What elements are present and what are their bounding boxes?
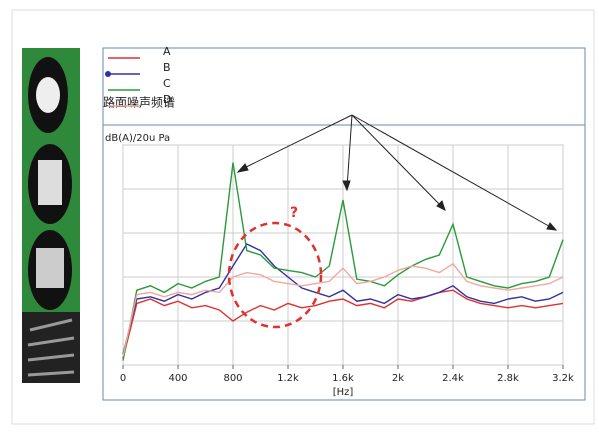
- plot: [122, 144, 564, 369]
- x-tick-label: 1.2k: [277, 373, 299, 384]
- highlight-circle: [227, 221, 323, 329]
- x-tick-label: 2.4k: [442, 373, 464, 384]
- series-line: [122, 243, 564, 355]
- legend-label: D: [163, 93, 171, 106]
- chart-frame: [102, 47, 586, 401]
- annotation: ?: [290, 205, 298, 221]
- legend-label: A: [163, 45, 171, 58]
- x-tick-label: 3.2k: [552, 373, 574, 384]
- x-tick-label: 800: [223, 373, 242, 384]
- x-tick-label: 2.8k: [497, 373, 519, 384]
- legend-label: B: [163, 61, 171, 74]
- tire-images: [22, 48, 80, 383]
- legend-label: C: [163, 77, 171, 90]
- x-tick-label: 400: [168, 373, 187, 384]
- series-line: [122, 262, 564, 357]
- x-tick-label: 0: [120, 373, 126, 384]
- x-label: [Hz]: [333, 387, 354, 398]
- x-tick-label: 2k: [392, 373, 404, 384]
- legend-marker: [105, 71, 111, 77]
- series-line: [122, 289, 564, 359]
- frame: [11, 9, 595, 425]
- series-line: [122, 162, 564, 361]
- arrows: [236, 114, 558, 231]
- y-label: dB(A)/20u Pa: [105, 133, 170, 144]
- x-tick-label: 1.6k: [332, 373, 354, 384]
